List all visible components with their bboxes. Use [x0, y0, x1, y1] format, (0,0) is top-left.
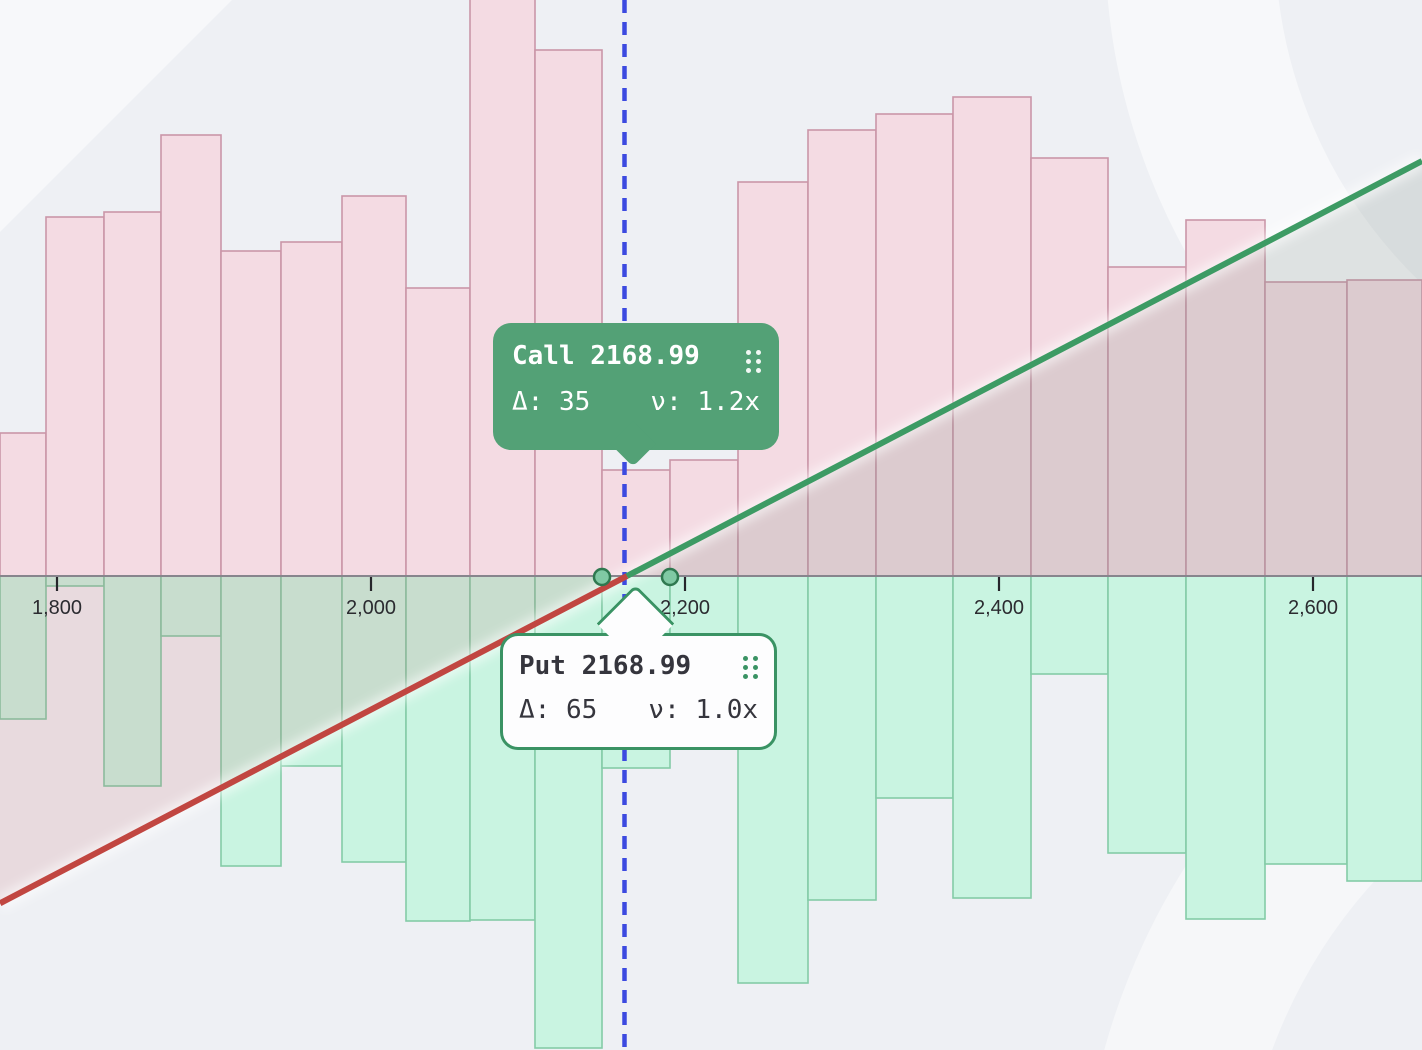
call-oi-bar: [534, 49, 603, 577]
drag-handle-icon[interactable]: [743, 656, 758, 679]
put-oi-bar: [1107, 575, 1187, 854]
call-oi-bar: [469, 0, 536, 577]
call-oi-bar: [952, 96, 1032, 577]
put-oi-bar: [103, 575, 162, 787]
call-oi-bar: [220, 250, 282, 577]
payoff-line-profit-segment: [625, 158, 1422, 579]
x-axis-tick-label: 2,400: [974, 597, 1024, 619]
put-oi-bar: [1185, 575, 1266, 920]
put-delta-value: Δ: 65: [519, 695, 598, 725]
call-oi-bar: [807, 129, 877, 577]
call-oi-bar: [45, 216, 105, 577]
strike-marker-handle[interactable]: [592, 567, 612, 587]
call-oi-bar: [280, 241, 343, 577]
put-tooltip-title: Put 2168.99: [519, 651, 692, 681]
put-oi-bar: [952, 575, 1032, 899]
call-vega-value: ν: 1.2x: [650, 387, 760, 417]
put-oi-bar: [1030, 575, 1109, 675]
put-oi-bar: [1264, 575, 1348, 865]
call-tooltip[interactable]: Call 2168.99 Δ: 35 ν: 1.2x: [493, 323, 779, 467]
put-oi-bar: [220, 575, 282, 867]
call-delta-value: Δ: 35: [512, 387, 591, 417]
call-oi-bar: [160, 134, 222, 577]
strike-marker-handle[interactable]: [660, 567, 680, 587]
put-oi-bar: [1346, 575, 1422, 882]
x-axis-tick-label: 1,800: [32, 597, 82, 619]
call-oi-bar: [341, 195, 407, 577]
put-oi-bar: [807, 575, 877, 901]
call-oi-bar: [405, 287, 471, 577]
x-axis-tick-label: 2,000: [346, 597, 396, 619]
put-oi-bar: [160, 575, 222, 637]
put-oi-bar: [875, 575, 954, 799]
payoff-line-loss-segment: [0, 573, 629, 906]
put-oi-bar: [405, 575, 471, 922]
x-axis-tick-label: 2,200: [660, 597, 710, 619]
call-oi-bar: [103, 211, 162, 577]
put-tooltip[interactable]: Put 2168.99 Δ: 65 ν: 1.0x: [500, 584, 777, 750]
put-vega-value: ν: 1.0x: [648, 695, 758, 725]
drag-handle-icon[interactable]: [746, 350, 761, 373]
x-axis-tick-label: 2,600: [1288, 597, 1338, 619]
call-oi-bar: [0, 432, 47, 577]
call-oi-bar: [1346, 279, 1422, 577]
call-tooltip-title: Call 2168.99: [512, 341, 700, 371]
call-oi-bar: [1264, 281, 1348, 577]
decor-corner-shape: [0, 0, 232, 232]
